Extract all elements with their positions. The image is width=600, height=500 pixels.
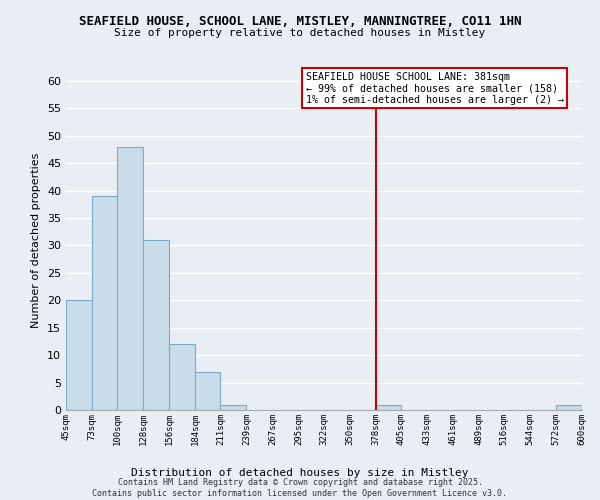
Text: Distribution of detached houses by size in Mistley: Distribution of detached houses by size … [131,468,469,477]
Bar [556,404,582,410]
Text: SEAFIELD HOUSE SCHOOL LANE: 381sqm
← 99% of detached houses are smaller (158)
1%: SEAFIELD HOUSE SCHOOL LANE: 381sqm ← 99%… [306,72,564,105]
Bar [195,372,220,410]
Text: SEAFIELD HOUSE, SCHOOL LANE, MISTLEY, MANNINGTREE, CO11 1HN: SEAFIELD HOUSE, SCHOOL LANE, MISTLEY, MA… [79,15,521,28]
Bar [220,404,247,410]
Y-axis label: Number of detached properties: Number of detached properties [31,152,41,328]
Bar [66,300,92,410]
Text: Size of property relative to detached houses in Mistley: Size of property relative to detached ho… [115,28,485,38]
Bar [143,240,169,410]
Bar [92,196,117,410]
Bar [376,404,401,410]
Bar [117,147,143,410]
Bar [169,344,195,410]
Text: Contains HM Land Registry data © Crown copyright and database right 2025.
Contai: Contains HM Land Registry data © Crown c… [92,478,508,498]
